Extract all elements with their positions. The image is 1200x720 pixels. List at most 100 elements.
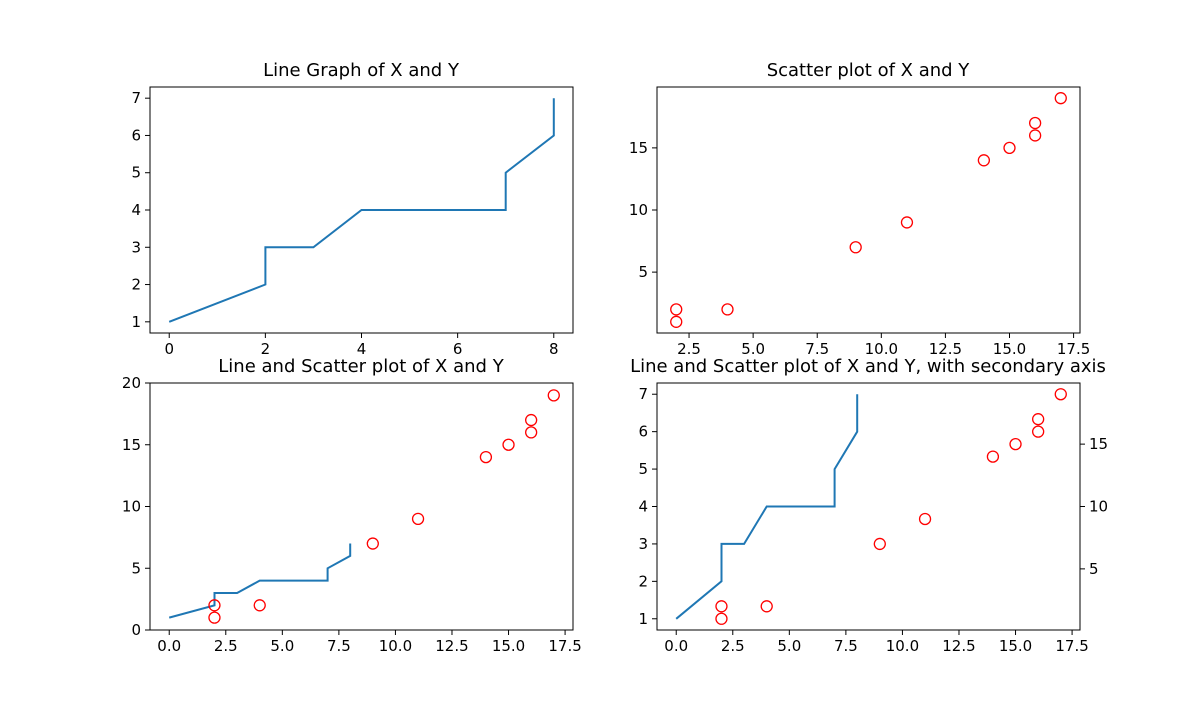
x-tick-label: 17.5 [548,637,581,655]
y-tick-label: 7 [131,89,141,107]
subplot-title: Line and Scatter plot of X and Y [218,356,504,377]
scatter-point [715,612,728,625]
x-tick-label: 12.5 [929,340,962,358]
series-line [675,394,859,620]
scatter-point [366,537,379,550]
scatter-point [502,438,515,451]
x-tick-label: 12.5 [942,637,975,655]
scatter-point [721,303,734,316]
y-tick-label: 15 [629,139,648,157]
y-tick-label: 6 [131,126,141,144]
x-tick-label: 4 [357,340,367,358]
scatter-point [1032,425,1045,438]
axes-frame [656,86,1081,334]
y-tick-label: 2 [131,276,141,294]
x-tick-label: 2.5 [214,637,238,655]
scatter-point [525,426,538,439]
subplot-line-and-scatter-secondary-axis: Line and Scatter plot of X and Y, with s… [630,356,1108,655]
x-tick-label: 5.0 [270,637,294,655]
y-tick-label: 3 [131,238,141,256]
x-tick-label: 5.0 [777,637,801,655]
y-tick-label: 4 [638,498,648,516]
x-tick-label: 10.0 [379,637,412,655]
scatter-point [873,537,886,551]
y-tick-label: 15 [122,436,141,454]
scatter-point [670,303,683,316]
x-tick-label: 8 [549,340,559,358]
scatter-point [1028,116,1042,130]
scatter-point [525,413,538,427]
x-tick-label: 10.0 [886,637,919,655]
scatter-point [208,611,221,624]
series-line [168,543,352,619]
y-tick-label: 2 [638,572,648,590]
subplot-title: Line and Scatter plot of X and Y, with s… [630,356,1106,377]
y2-tick-label: 10 [1089,498,1108,516]
scatter-point [208,599,221,612]
x-tick-label: 6 [453,340,463,358]
subplot-line-and-scatter: Line and Scatter plot of X and Y 0.0 2.5 5… [122,356,582,655]
scatter-point [918,512,932,526]
y-tick-label: 1 [131,313,141,331]
series-line [168,98,555,323]
x-tick-label: 0 [164,340,174,358]
y-tick-label: 4 [131,201,141,219]
subplot-title: Scatter plot of X and Y [767,60,971,81]
y-tick-label: 3 [638,535,648,553]
y-tick-label: 20 [122,374,141,392]
y2-tick-label: 15 [1089,435,1108,453]
x-tick-label: 17.5 [1057,340,1090,358]
axes-frame [656,382,1081,631]
x-tick-label: 0.0 [664,637,688,655]
x-tick-label: 0.0 [157,637,181,655]
y-tick-label: 5 [638,460,648,478]
scatter-point [1032,413,1045,426]
x-tick-label: 5.0 [741,340,765,358]
scatter-point [1054,388,1067,401]
scatter-point [849,241,862,254]
scatter-point [986,450,1000,463]
y-tick-label: 7 [638,385,648,403]
x-tick-label: 17.5 [1055,637,1088,655]
x-tick-label: 7.5 [805,340,829,358]
scatter-point [479,450,493,464]
scatter-point [760,600,773,613]
y2-tick-label: 5 [1089,560,1099,578]
axes-frame [149,86,574,334]
y-tick-label: 5 [638,263,648,281]
x-tick-label: 15.0 [999,637,1032,655]
x-tick-label: 2.5 [677,340,701,358]
scatter-point [253,599,266,612]
x-tick-label: 7.5 [327,637,351,655]
scatter-point [1028,129,1042,142]
x-tick-label: 7.5 [834,637,858,655]
y-tick-label: 10 [629,201,648,219]
y-tick-label: 10 [122,498,141,516]
scatter-point [547,389,560,402]
scatter-point [1009,437,1022,451]
y-tick-label: 5 [131,559,141,577]
y-tick-label: 1 [638,610,648,628]
x-tick-label: 10.0 [865,340,898,358]
scatter-point [1054,92,1067,105]
subplot-line-graph: Line Graph of X and Y 0 2 4 6 8 1 2 3 4 5 6 7 [131,60,574,358]
y-tick-label: 0 [131,621,141,639]
y-tick-label: 6 [638,423,648,441]
scatter-point [977,154,991,167]
x-tick-label: 12.5 [435,637,468,655]
x-tick-label: 2.5 [721,637,745,655]
scatter-point [900,216,914,229]
x-tick-label: 15.0 [492,637,525,655]
axes-frame [149,382,574,631]
scatter-point [715,600,728,613]
subplot-title: Line Graph of X and Y [263,60,460,81]
y-tick-label: 5 [131,164,141,182]
x-tick-label: 2 [261,340,271,358]
scatter-point [411,512,425,525]
scatter-point [1003,141,1016,155]
subplot-scatter-plot: Scatter plot of X and Y 2.5 5.0 7.5 10.0 12.… [629,60,1090,358]
x-tick-label: 15.0 [993,340,1026,358]
scatter-point [670,315,683,328]
